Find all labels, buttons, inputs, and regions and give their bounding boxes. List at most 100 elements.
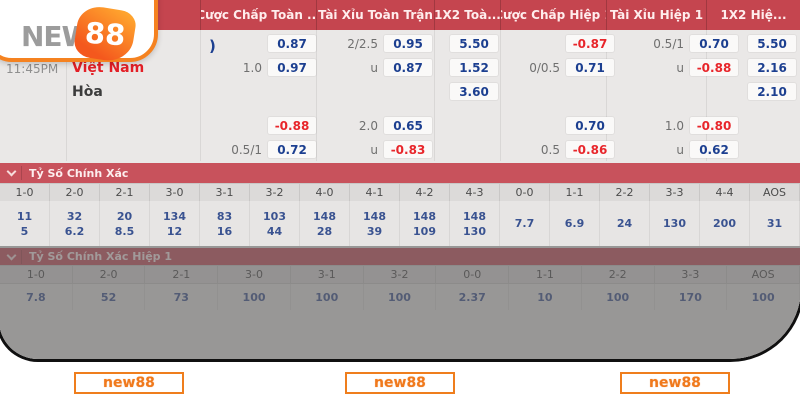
h1-handicap-odds[interactable]: -0.86 [566, 141, 614, 158]
score-col-header: 3-0 [150, 184, 200, 201]
h1-ou-odds[interactable]: -0.88 [690, 59, 738, 76]
score-odds-cell[interactable]: 148 109 [400, 201, 450, 246]
score-odds-cell[interactable]: 7.8 [0, 284, 73, 310]
score-col-header: 3-2 [250, 184, 300, 201]
ft-handicap-odds[interactable]: 0.87 [268, 35, 316, 52]
score-col-header: 1-0 [0, 184, 50, 201]
home-team-name-tail: ) [209, 37, 216, 55]
score-col-header: 2-1 [100, 184, 150, 201]
score-odds-cell[interactable]: 170 [655, 284, 728, 310]
score-odds-cell[interactable]: 103 44 [250, 201, 300, 246]
h1-handicap-line: 0.5 [540, 142, 560, 157]
correct-score-header-row: 1-0 2-0 2-1 3-0 3-1 3-2 4-0 4-1 4-2 4-3 … [0, 183, 800, 202]
new88-watermark-button[interactable]: new88 [620, 372, 730, 394]
ft-handicap-odds[interactable]: -0.88 [268, 117, 316, 134]
chevron-down-icon [6, 250, 17, 260]
score-col-header: 2-0 [50, 184, 100, 201]
score-odds-cell[interactable]: 100 [727, 284, 800, 310]
divider [500, 30, 501, 161]
score-odds-cell[interactable]: 73 [145, 284, 219, 310]
score-odds-cell[interactable]: 6.9 [550, 201, 600, 246]
divider [434, 30, 435, 161]
score-col-header: 3-1 [291, 266, 364, 283]
score-col-header: 3-0 [218, 266, 291, 283]
score-odds-cell[interactable]: 100 [582, 284, 655, 310]
score-col-header: 4-0 [300, 184, 350, 201]
h1-1x2-odds[interactable]: 2.16 [748, 59, 796, 76]
h1-ou-odds[interactable]: -0.80 [690, 117, 738, 134]
ft-1x2-odds[interactable]: 1.52 [450, 59, 498, 76]
ft-ou-odds[interactable]: 0.65 [384, 117, 432, 134]
score-odds-cell[interactable]: 100 [218, 284, 291, 310]
score-odds-cell[interactable]: 20 8.5 [100, 201, 150, 246]
score-odds-cell[interactable]: 10 [509, 284, 582, 310]
new88-watermark-button[interactable]: new88 [345, 372, 455, 394]
correct-score-section-bar[interactable]: Tỷ Số Chính Xác [0, 163, 800, 183]
score-col-header: 2-0 [73, 266, 146, 283]
correct-score-h1-section-bar[interactable]: Tỷ Số Chính Xác Hiệp 1 [0, 248, 800, 265]
h1-1x2-odds[interactable]: 2.10 [748, 83, 796, 100]
correct-score-odds-row: 11 5 32 6.2 20 8.5 134 12 83 16 103 44 148 28 1… [0, 201, 800, 246]
match-time: 11:45PM [6, 62, 59, 76]
h1-handicap-odds[interactable]: 0.71 [566, 59, 614, 76]
score-col-header: 2-1 [145, 266, 219, 283]
h1-handicap-odds[interactable]: 0.70 [566, 117, 614, 134]
score-col-header: AOS [750, 184, 800, 201]
score-odds-cell[interactable]: 100 [364, 284, 437, 310]
col-header-h1-overunder: Tài Xỉu Hiệp 1 [606, 0, 706, 30]
score-odds-cell[interactable]: 134 12 [150, 201, 200, 246]
away-team-name: Việt Nam [72, 60, 145, 76]
ft-1x2-odds[interactable]: 5.50 [450, 35, 498, 52]
score-col-header: 2-2 [600, 184, 650, 201]
score-col-header: 3-2 [364, 266, 437, 283]
score-col-header: 3-3 [650, 184, 700, 201]
h1-ou-line: u [676, 142, 684, 157]
score-col-header: 1-1 [509, 266, 582, 283]
score-odds-cell[interactable]: 83 16 [200, 201, 250, 246]
score-col-header: 0-0 [500, 184, 550, 201]
score-odds-cell[interactable]: 200 [700, 201, 750, 246]
score-col-header: 3-1 [200, 184, 250, 201]
ft-ou-odds[interactable]: -0.83 [384, 141, 432, 158]
new88-watermark-button[interactable]: new88 [74, 372, 184, 394]
score-odds-cell[interactable]: 7.7 [500, 201, 550, 246]
score-odds-cell[interactable]: 100 [291, 284, 364, 310]
ft-handicap-line: 1.0 [242, 60, 262, 75]
score-odds-cell[interactable]: 130 [650, 201, 700, 246]
score-odds-cell[interactable]: 24 [600, 201, 650, 246]
h1-handicap-odds[interactable]: -0.87 [566, 35, 614, 52]
new88-logo-card: NEW 88 [0, 0, 158, 65]
col-header-h1-handicap: Cược Chấp Hiệp 1 [500, 0, 606, 30]
score-col-header: 4-3 [450, 184, 500, 201]
divider [21, 249, 22, 264]
h1-ou-line: u [676, 60, 684, 75]
h1-ou-odds[interactable]: 0.62 [690, 141, 738, 158]
h1-1x2-odds[interactable]: 5.50 [748, 35, 796, 52]
divider [316, 30, 317, 161]
score-odds-cell[interactable]: 148 130 [450, 201, 500, 246]
score-odds-cell[interactable]: 52 [73, 284, 146, 310]
score-odds-cell[interactable]: 32 6.2 [50, 201, 100, 246]
score-odds-cell[interactable]: 148 39 [350, 201, 400, 246]
ft-handicap-odds[interactable]: 0.97 [268, 59, 316, 76]
ft-ou-line: u [370, 60, 378, 75]
ft-ou-odds[interactable]: 0.87 [384, 59, 432, 76]
divider [21, 166, 22, 180]
score-odds-cell[interactable]: 11 5 [0, 201, 50, 246]
score-odds-cell[interactable]: 31 [750, 201, 800, 246]
score-col-header: 2-2 [582, 266, 655, 283]
ft-ou-odds[interactable]: 0.95 [384, 35, 432, 52]
score-col-header: 3-3 [655, 266, 728, 283]
score-odds-cell[interactable]: 148 28 [300, 201, 350, 246]
col-header-ft-1x2: 1X2 Toà... [434, 0, 500, 30]
h1-ou-odds[interactable]: 0.70 [690, 35, 738, 52]
ft-handicap-odds[interactable]: 0.72 [268, 141, 316, 158]
divider [606, 30, 607, 161]
divider [66, 30, 67, 161]
correct-score-h1-section-dimmed: Tỷ Số Chính Xác Hiệp 1 1-0 2-0 2-1 3-0 3… [0, 246, 800, 359]
score-col-header: 1-1 [550, 184, 600, 201]
ft-1x2-odds[interactable]: 3.60 [450, 83, 498, 100]
score-odds-cell[interactable]: 2.37 [436, 284, 510, 310]
ft-ou-line: 2.0 [358, 118, 378, 133]
